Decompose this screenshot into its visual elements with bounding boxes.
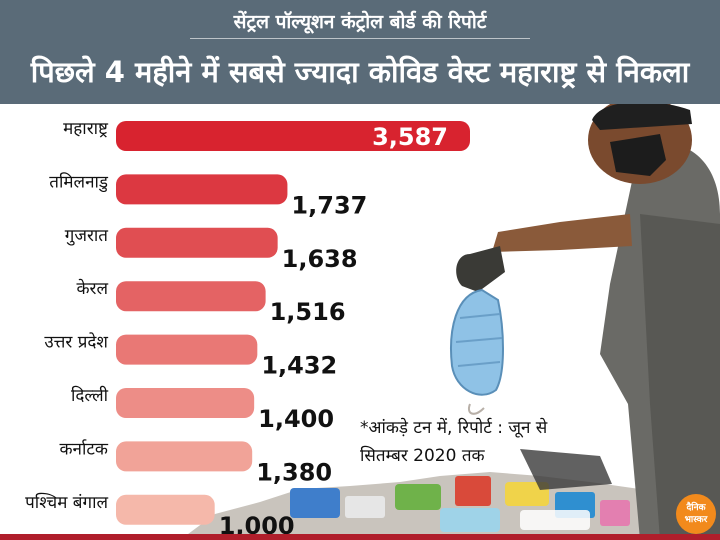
- bar-7: [116, 494, 215, 525]
- waste-picker-illustration: [180, 104, 720, 540]
- category-label: तमिलनाडु: [49, 171, 109, 192]
- source-note: *आंकड़े टन में, रिपोर्ट : जून से सितम्बर…: [360, 414, 590, 470]
- page-title: पिछले 4 महीने में सबसे ज्यादा कोविड वेस्…: [30, 55, 690, 89]
- bar-1: [116, 174, 288, 205]
- value-label: 1,516: [270, 298, 346, 326]
- publisher-logo-line-1: दैनिक: [686, 503, 706, 513]
- kicker-text: सेंट्रल पॉल्यूशन कंट्रोल बोर्ड की रिपोर्…: [233, 11, 487, 33]
- value-label: 1,380: [256, 458, 332, 486]
- source-note-line-2: सितम्बर 2020 तक: [360, 446, 485, 466]
- category-label: पश्चिम बंगाल: [25, 492, 108, 513]
- source-note-line-1: *आंकड़े टन में, रिपोर्ट : जून से: [360, 418, 548, 438]
- value-label: 1,432: [261, 352, 337, 380]
- category-label: महाराष्ट्र: [63, 119, 109, 139]
- header-banner: सेंट्रल पॉल्यूशन कंट्रोल बोर्ड की रिपोर्…: [0, 0, 720, 104]
- header-divider: [190, 38, 530, 39]
- category-label: गुजरात: [65, 226, 109, 246]
- category-label: दिल्ली: [71, 385, 109, 406]
- value-label: 1,638: [282, 245, 358, 273]
- value-label: 1,400: [258, 405, 334, 433]
- bar-3: [116, 281, 266, 312]
- bar-2: [116, 227, 278, 258]
- category-label: उत्तर प्रदेश: [44, 332, 108, 353]
- bar-6: [116, 441, 253, 472]
- bottom-border: [0, 534, 720, 540]
- bar-0: [116, 121, 470, 151]
- bar-5: [116, 388, 255, 418]
- bar-4: [116, 334, 258, 365]
- publisher-logo-line-2: भास्कर: [684, 515, 708, 525]
- value-label: 1,737: [291, 191, 367, 219]
- publisher-logo: दैनिक भास्कर: [676, 494, 716, 534]
- category-label: कर्नाटक: [59, 438, 108, 459]
- value-label: 3,587: [372, 123, 448, 151]
- category-label: केरल: [76, 278, 108, 299]
